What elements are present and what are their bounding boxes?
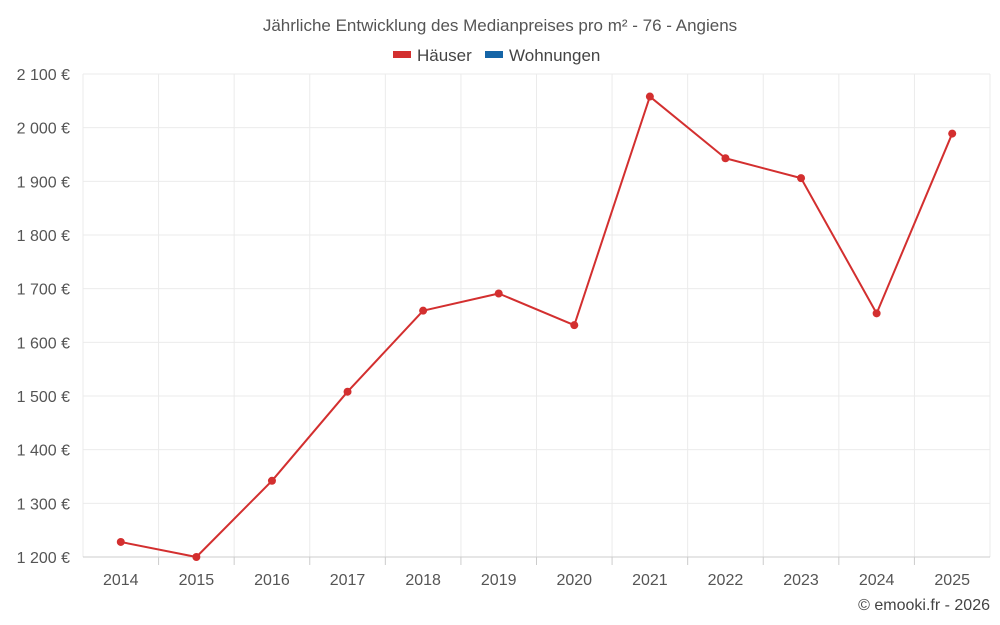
data-point-2025[interactable]: [948, 129, 957, 138]
legend-label-wohnungen: Wohnungen: [509, 46, 600, 65]
x-tick-label: 2021: [632, 572, 668, 589]
x-tick-label: 2020: [556, 572, 592, 589]
data-point-2015[interactable]: [192, 553, 201, 561]
x-tick-label: 2023: [783, 572, 819, 589]
data-point-2018[interactable]: [419, 306, 428, 315]
y-tick-label: 1 600 €: [17, 335, 70, 352]
chart-title: Jährliche Entwicklung des Medianpreises …: [263, 16, 737, 35]
x-tick-label: 2022: [708, 572, 744, 589]
data-point-2022[interactable]: [721, 154, 730, 163]
y-tick-label: 2 100 €: [17, 67, 70, 84]
x-tick-label: 2025: [934, 572, 970, 589]
series-line-haeuser: [120, 95, 954, 558]
data-point-2019[interactable]: [494, 289, 503, 298]
legend: Häuser Wohnungen: [393, 46, 600, 65]
data-point-2021[interactable]: [645, 92, 654, 101]
data-point-2024[interactable]: [872, 309, 881, 318]
x-tick-label: 2015: [179, 572, 215, 589]
y-axis-ticks: 1 200 € 1 300 € 1 400 € 1 500 € 1 600 € 1 700…: [17, 67, 70, 567]
legend-item-haeuser[interactable]: Häuser: [393, 46, 472, 65]
x-tick-label: 2017: [330, 572, 366, 589]
series-haeuser: [116, 92, 957, 561]
legend-swatch-wohnungen: [485, 51, 503, 58]
x-tick-label: 2016: [254, 572, 290, 589]
data-point-2020[interactable]: [570, 321, 579, 330]
legend-swatch-haeuser: [393, 51, 411, 58]
x-tick-label: 2018: [405, 572, 441, 589]
y-tick-label: 1 500 €: [17, 389, 70, 406]
y-tick-label: 1 200 €: [17, 550, 70, 567]
y-tick-label: 1 300 €: [17, 496, 70, 513]
x-axis-ticks: 2014 2015 2016 2017 2018 2019 2020 2021 2022 2023…: [103, 557, 970, 589]
y-tick-label: 1 800 €: [17, 228, 70, 245]
data-point-2014[interactable]: [116, 537, 125, 546]
legend-item-wohnungen[interactable]: Wohnungen: [485, 46, 600, 65]
y-tick-label: 1 400 €: [17, 443, 70, 460]
x-tick-label: 2019: [481, 572, 517, 589]
credit-text: © emooki.fr - 2026: [858, 597, 990, 614]
data-point-2016[interactable]: [267, 476, 276, 485]
y-tick-label: 2 000 €: [17, 121, 70, 138]
data-point-2023[interactable]: [797, 174, 806, 183]
y-tick-label: 1 700 €: [17, 282, 70, 299]
y-tick-label: 1 900 €: [17, 174, 70, 191]
grid: [82, 73, 991, 557]
legend-label-haeuser: Häuser: [417, 46, 472, 65]
x-tick-label: 2024: [859, 572, 895, 589]
x-tick-label: 2014: [103, 572, 139, 589]
data-point-2017[interactable]: [343, 387, 352, 396]
